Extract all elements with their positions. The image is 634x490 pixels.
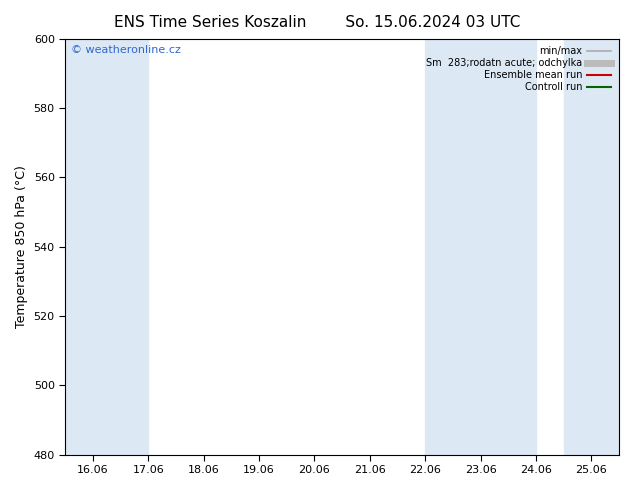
Text: ENS Time Series Koszalin        So. 15.06.2024 03 UTC: ENS Time Series Koszalin So. 15.06.2024 …: [114, 15, 520, 30]
Bar: [564, 39, 619, 455]
Y-axis label: Temperature 850 hPa (°C): Temperature 850 hPa (°C): [15, 165, 28, 328]
Text: © weatheronline.cz: © weatheronline.cz: [71, 45, 181, 55]
Bar: [481, 39, 536, 455]
Legend: min/max, Sm  283;rodatn acute; odchylka, Ensemble mean run, Controll run: min/max, Sm 283;rodatn acute; odchylka, …: [423, 44, 614, 95]
Bar: [65, 39, 93, 455]
Bar: [425, 39, 481, 455]
Bar: [93, 39, 148, 455]
